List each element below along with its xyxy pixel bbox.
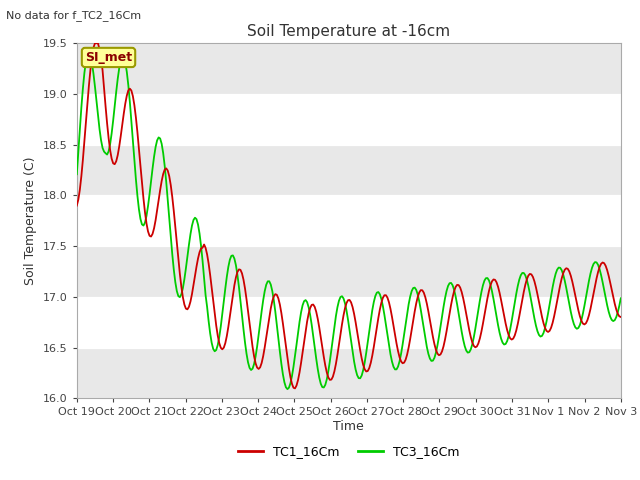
TC1_16Cm	[314, 316, 321, 322]
TC1_16Cm	[237, 267, 244, 273]
TC3_16Cm	[237, 298, 244, 303]
TC1_16Cm	[617, 314, 625, 320]
TC3_16Cm	[255, 332, 262, 338]
TC3_16Cm	[314, 366, 321, 372]
Line: TC3_16Cm: TC3_16Cm	[77, 53, 621, 389]
TC3_16Cm	[141, 220, 149, 226]
TC3_16Cm	[73, 171, 81, 177]
TC1_16Cm	[91, 40, 99, 46]
Bar	[77, 246, 621, 297]
TC3_16Cm	[284, 386, 291, 392]
TC1_16Cm	[589, 291, 597, 297]
TC1_16Cm	[264, 324, 271, 330]
Legend: TC1_16Cm, TC3_16Cm: TC1_16Cm, TC3_16Cm	[233, 440, 465, 463]
TC3_16Cm	[589, 261, 597, 267]
TC3_16Cm	[85, 50, 93, 56]
Y-axis label: Soil Temperature (C): Soil Temperature (C)	[24, 156, 38, 285]
Bar	[77, 144, 621, 195]
Line: TC1_16Cm: TC1_16Cm	[77, 43, 621, 388]
TC3_16Cm	[617, 295, 625, 301]
Text: No data for f_TC2_16Cm: No data for f_TC2_16Cm	[6, 10, 141, 21]
X-axis label: Time: Time	[333, 420, 364, 433]
TC3_16Cm	[264, 278, 271, 284]
TC1_16Cm	[255, 366, 262, 372]
Text: SI_met: SI_met	[85, 51, 132, 64]
TC1_16Cm	[141, 209, 149, 215]
Bar	[77, 43, 621, 94]
TC1_16Cm	[291, 385, 299, 391]
Bar	[77, 348, 621, 398]
Title: Soil Temperature at -16cm: Soil Temperature at -16cm	[247, 24, 451, 39]
TC1_16Cm	[73, 203, 81, 208]
